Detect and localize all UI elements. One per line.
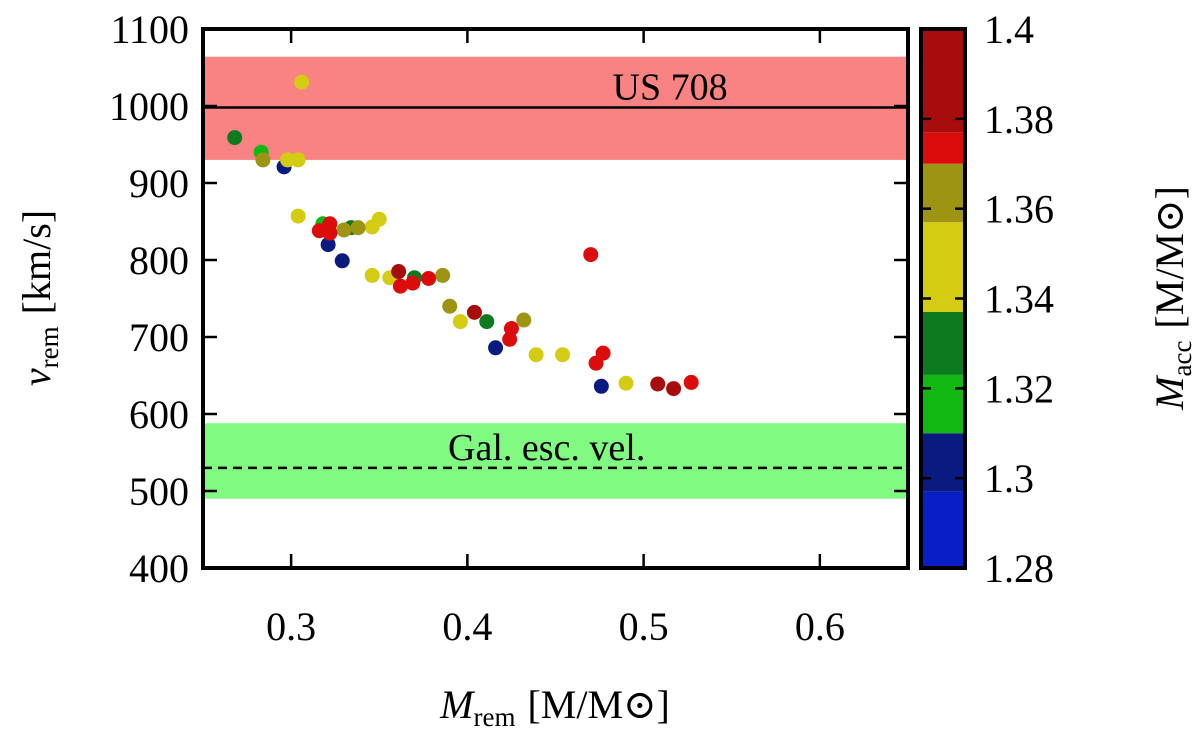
colorbar-tick-label: 1.3 — [984, 456, 1034, 501]
x-tick-label: 0.3 — [266, 604, 316, 649]
data-point — [583, 247, 599, 263]
data-point — [466, 304, 482, 320]
y-tick-label: 400 — [129, 546, 189, 591]
data-point — [452, 314, 468, 330]
data-point — [666, 381, 682, 397]
colorbar-tick-label: 1.36 — [984, 187, 1054, 232]
data-point — [555, 347, 571, 363]
data-point — [280, 152, 296, 168]
colorbar-segment — [921, 433, 965, 492]
plot-frame — [201, 27, 910, 570]
x-tick-label: 0.5 — [619, 604, 669, 649]
colorbar-segment — [921, 491, 965, 568]
data-point — [227, 130, 243, 146]
data-point — [421, 270, 437, 286]
data-points — [227, 74, 699, 397]
data-point — [683, 374, 699, 390]
colorbar-segment — [921, 374, 965, 434]
data-point — [294, 74, 310, 90]
data-point — [320, 237, 336, 253]
data-point — [516, 312, 532, 328]
x-tick-label: 0.4 — [442, 604, 492, 649]
data-point — [290, 208, 306, 224]
y-tick-label: 1000 — [109, 84, 189, 129]
data-point — [479, 314, 495, 330]
data-point — [442, 298, 458, 314]
data-point — [350, 220, 366, 236]
y-axis-label: vrem[km/s] — [14, 210, 64, 386]
data-point — [435, 267, 451, 283]
data-point — [255, 152, 271, 168]
y-tick-label: 600 — [129, 392, 189, 437]
colorbar-tick-label: 1.32 — [984, 366, 1054, 411]
colorbar-tick-label: 1.28 — [984, 546, 1054, 591]
x-tick-label: 0.6 — [795, 604, 845, 649]
y-tick-label: 800 — [129, 238, 189, 283]
data-point — [405, 275, 421, 291]
reference-bands: US 708 Gal. esc. vel. — [203, 56, 908, 499]
data-point — [334, 253, 350, 269]
colorbar-tick-label: 1.4 — [984, 7, 1034, 52]
data-point — [595, 345, 611, 361]
data-point — [593, 378, 609, 394]
data-point — [371, 211, 387, 227]
data-point — [392, 278, 408, 294]
colorbar-segment — [921, 132, 965, 164]
data-point — [488, 340, 504, 356]
band-gal-esc-vel — [203, 423, 908, 499]
y-tick-label: 1100 — [110, 7, 189, 52]
colorbar-label: Macc[M/M⊙] — [1147, 186, 1197, 411]
data-point — [364, 267, 380, 283]
colorbar-segment — [921, 311, 965, 375]
x-axis-label: Mrem [M/M⊙] — [439, 682, 670, 729]
data-point — [322, 225, 338, 241]
colorbar: 1.28 1.3 1.32 1.34 1.36 1.38 1.4 — [919, 7, 1054, 591]
colorbar-segment — [921, 163, 965, 223]
y-tick-label: 700 — [129, 315, 189, 360]
colorbar-segment — [921, 29, 965, 133]
data-point — [528, 347, 544, 363]
data-point — [336, 222, 352, 238]
data-point — [290, 152, 306, 168]
band-label-gal-esc-vel: Gal. esc. vel. — [448, 427, 645, 469]
y-tick-label: 900 — [129, 161, 189, 206]
plot-border — [201, 27, 910, 570]
colorbar-segment — [921, 222, 965, 312]
colorbar-tick-label: 1.34 — [984, 277, 1054, 322]
band-label-us-708: US 708 — [613, 67, 728, 109]
data-point — [502, 331, 518, 347]
colorbar-tick-label: 1.38 — [984, 97, 1054, 142]
data-point — [391, 264, 407, 280]
y-tick-label: 500 — [129, 469, 189, 514]
axis-ticks: 400 500 600 700 800 900 1000 1100 0.3 0.4 0.5 0.6 — [109, 7, 908, 649]
data-point — [650, 376, 666, 392]
data-point — [618, 375, 634, 391]
